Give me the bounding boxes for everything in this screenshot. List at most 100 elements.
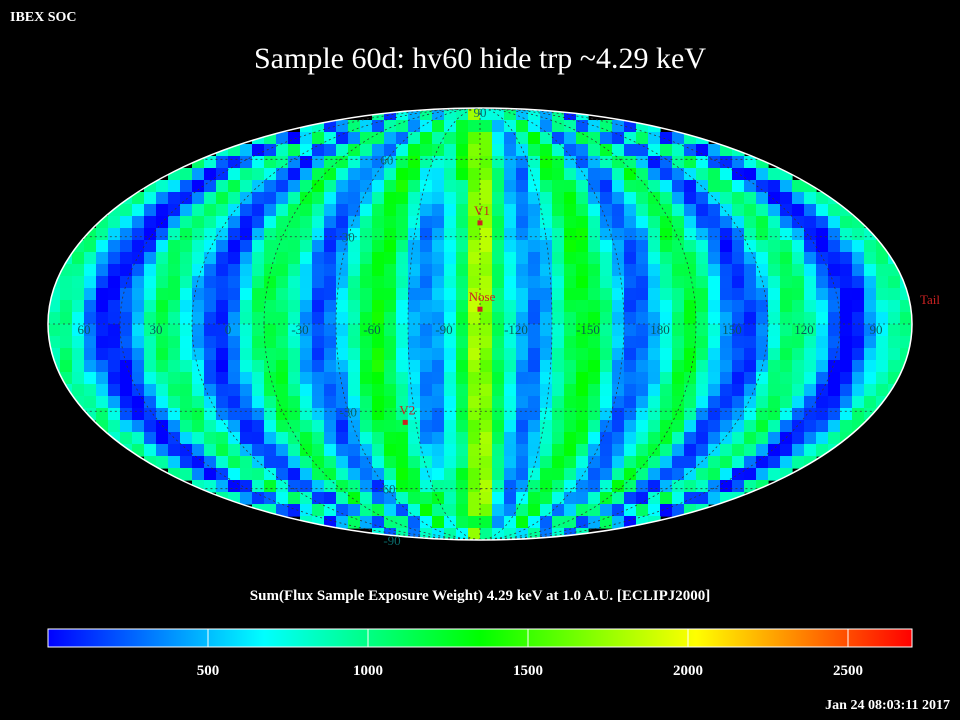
- flux-cell: [600, 288, 613, 301]
- flux-cell: [204, 264, 217, 277]
- flux-cell: [804, 324, 817, 337]
- flux-cell: [648, 432, 661, 445]
- flux-cell: [504, 468, 517, 481]
- flux-cell: [216, 324, 229, 337]
- flux-cell: [540, 372, 553, 385]
- flux-cell: [360, 384, 373, 397]
- flux-cell: [72, 336, 85, 349]
- flux-cell: [744, 360, 757, 373]
- flux-cell: [516, 492, 529, 505]
- flux-cell: [156, 384, 169, 397]
- flux-cell: [684, 444, 697, 457]
- flux-cell: [360, 444, 373, 457]
- flux-cell: [192, 372, 205, 385]
- flux-cell: [732, 324, 745, 337]
- flux-cell: [336, 336, 349, 349]
- flux-cell: [132, 204, 145, 217]
- flux-cell: [456, 288, 469, 301]
- flux-cell: [192, 300, 205, 313]
- flux-cell: [264, 372, 277, 385]
- flux-cell: [288, 384, 301, 397]
- flux-cell: [636, 372, 649, 385]
- flux-cell: [420, 444, 433, 457]
- flux-cell: [624, 504, 637, 517]
- flux-cell: [420, 192, 433, 205]
- flux-cell: [768, 324, 781, 337]
- flux-cell: [504, 216, 517, 229]
- flux-cell: [684, 288, 697, 301]
- flux-cell: [84, 276, 97, 289]
- flux-cell: [96, 336, 109, 349]
- flux-cell: [336, 156, 349, 169]
- flux-cell: [180, 300, 193, 313]
- flux-cell: [360, 120, 373, 133]
- flux-cell: [168, 408, 181, 421]
- flux-cell: [432, 132, 445, 145]
- flux-cell: [708, 216, 721, 229]
- flux-cell: [552, 144, 565, 157]
- flux-cell: [252, 336, 265, 349]
- flux-cell: [240, 396, 253, 409]
- meridian-line: [479, 107, 625, 541]
- flux-cell: [372, 372, 385, 385]
- flux-cell: [840, 276, 853, 289]
- flux-cell: [828, 420, 841, 433]
- flux-cell: [744, 240, 757, 253]
- flux-cell: [576, 132, 589, 145]
- flux-cell: [852, 420, 865, 433]
- flux-cell: [168, 312, 181, 325]
- flux-cell: [552, 312, 565, 325]
- flux-cell: [156, 324, 169, 337]
- flux-cell: [588, 276, 601, 289]
- flux-cell: [144, 360, 157, 373]
- flux-cell: [600, 168, 613, 181]
- flux-cell: [720, 480, 733, 493]
- flux-cell: [48, 300, 61, 313]
- flux-cell: [480, 264, 493, 277]
- flux-cell: [312, 420, 325, 433]
- flux-cell: [528, 120, 541, 133]
- flux-cell: [408, 312, 421, 325]
- flux-cell: [120, 420, 133, 433]
- flux-cell: [576, 180, 589, 193]
- flux-cell: [816, 348, 829, 361]
- flux-cell: [684, 396, 697, 409]
- flux-cell: [516, 312, 529, 325]
- flux-cell: [168, 264, 181, 277]
- flux-cell: [576, 372, 589, 385]
- flux-cell: [600, 444, 613, 457]
- flux-cell: [192, 384, 205, 397]
- flux-cell: [144, 228, 157, 241]
- flux-cell: [612, 180, 625, 193]
- flux-cell: [204, 372, 217, 385]
- flux-cell: [540, 204, 553, 217]
- flux-cell: [336, 120, 349, 133]
- flux-cell: [312, 432, 325, 445]
- flux-cell: [600, 276, 613, 289]
- flux-cell: [792, 384, 805, 397]
- flux-cell: [432, 492, 445, 505]
- flux-cell: [516, 444, 529, 457]
- flux-cell: [252, 240, 265, 253]
- flux-cell: [264, 192, 277, 205]
- flux-cell: [348, 432, 361, 445]
- colorbar-tick-label: 1500: [513, 663, 543, 679]
- flux-cell: [468, 120, 481, 133]
- flux-cell: [564, 252, 577, 265]
- flux-cell: [288, 396, 301, 409]
- flux-cell: [708, 456, 721, 469]
- flux-cell: [444, 492, 457, 505]
- flux-cell: [552, 204, 565, 217]
- flux-cell: [132, 252, 145, 265]
- flux-cell: [720, 168, 733, 181]
- flux-cell: [408, 288, 421, 301]
- flux-cell: [648, 324, 661, 337]
- flux-cell: [396, 372, 409, 385]
- flux-cell: [732, 408, 745, 421]
- flux-cell: [672, 132, 685, 145]
- flux-cell: [792, 288, 805, 301]
- flux-cell: [768, 396, 781, 409]
- flux-cell: [864, 348, 877, 361]
- flux-cell: [552, 156, 565, 169]
- flux-cell: [672, 324, 685, 337]
